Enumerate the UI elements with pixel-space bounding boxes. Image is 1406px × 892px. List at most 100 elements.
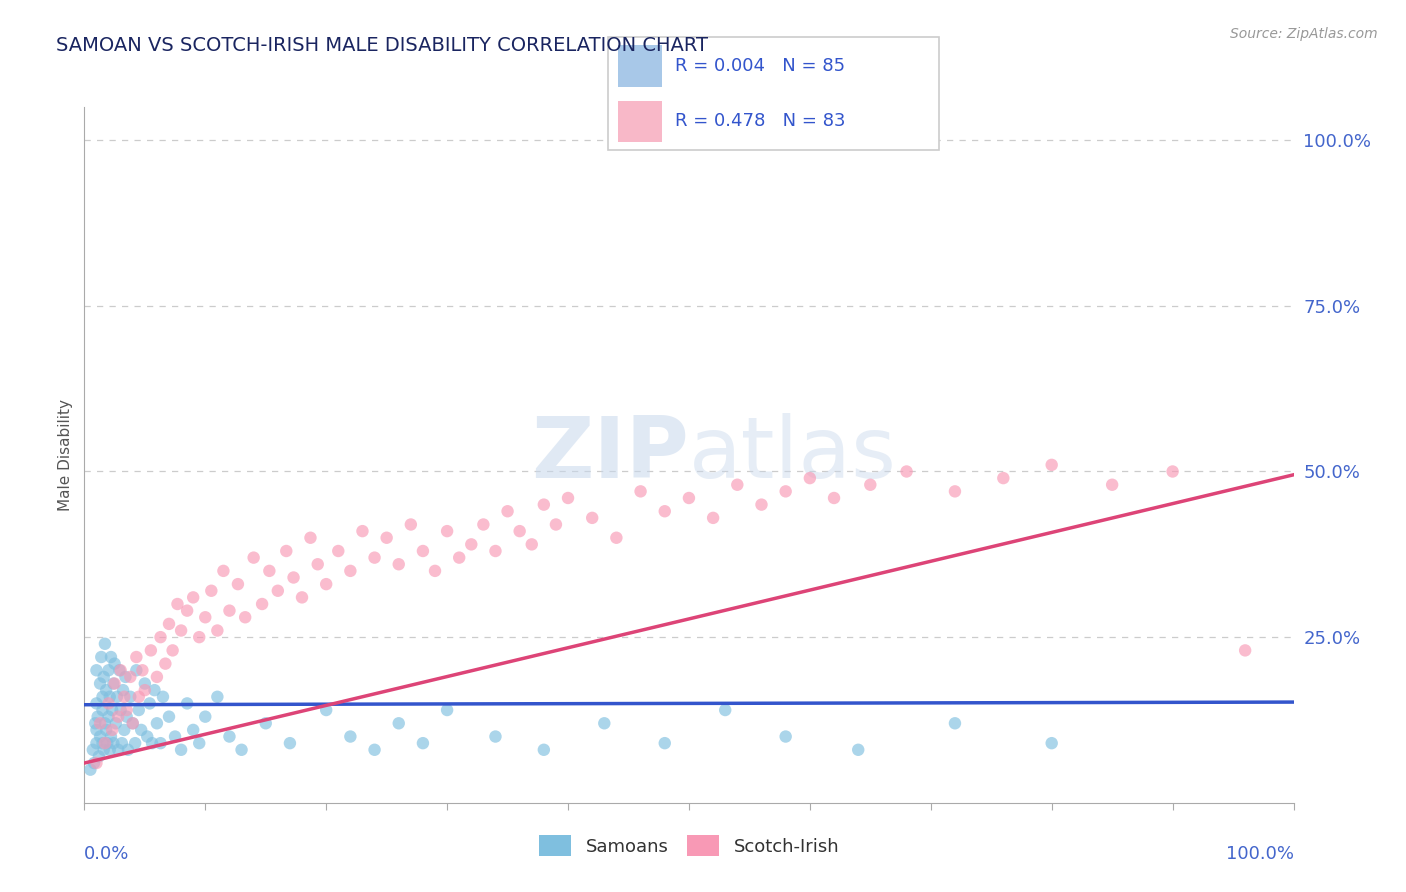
Point: [328, 544, 350, 558]
Point: [108, 663, 131, 677]
Point: [231, 743, 253, 757]
Point: [725, 477, 748, 491]
Point: [267, 583, 290, 598]
Point: [212, 564, 235, 578]
Point: [315, 577, 337, 591]
Point: [91, 703, 114, 717]
Point: [101, 703, 124, 717]
Point: [1040, 736, 1063, 750]
Point: [1101, 477, 1123, 491]
Point: [170, 743, 193, 757]
Point: [751, 498, 773, 512]
Point: [94, 683, 117, 698]
Text: 100.0%: 100.0%: [1226, 845, 1294, 863]
Point: [181, 723, 204, 737]
Point: [654, 504, 676, 518]
Point: [242, 550, 264, 565]
Point: [104, 716, 127, 731]
Point: [96, 736, 118, 750]
Point: [412, 544, 434, 558]
Point: [557, 491, 579, 505]
Point: [89, 730, 111, 744]
Point: [943, 484, 966, 499]
Point: [509, 524, 531, 538]
Point: [87, 749, 110, 764]
Point: [460, 537, 482, 551]
Point: [1040, 458, 1063, 472]
Point: [115, 709, 138, 723]
Point: [678, 491, 700, 505]
Point: [299, 531, 322, 545]
Point: [100, 730, 122, 744]
Point: [121, 716, 143, 731]
Point: [94, 637, 117, 651]
Point: [107, 743, 129, 757]
Point: [714, 703, 737, 717]
Point: [117, 743, 139, 757]
Point: [120, 670, 142, 684]
Point: [581, 511, 603, 525]
Point: [259, 564, 281, 578]
Point: [120, 690, 142, 704]
Point: [291, 591, 314, 605]
Point: [775, 484, 797, 499]
Point: [1161, 465, 1184, 479]
FancyBboxPatch shape: [607, 37, 939, 151]
Point: [388, 558, 411, 572]
Point: [375, 531, 398, 545]
Point: [436, 703, 458, 717]
Point: [388, 716, 411, 731]
Point: [993, 471, 1015, 485]
Point: [846, 743, 869, 757]
Point: [100, 650, 122, 665]
Point: [104, 676, 127, 690]
Point: [112, 690, 135, 704]
Point: [593, 716, 616, 731]
Point: [129, 723, 152, 737]
Point: [194, 610, 217, 624]
Point: [110, 703, 132, 717]
Point: [128, 690, 150, 704]
Point: [315, 703, 337, 717]
Point: [124, 736, 146, 750]
Text: atlas: atlas: [689, 413, 897, 497]
Point: [97, 663, 120, 677]
Point: [200, 583, 222, 598]
Point: [136, 730, 159, 744]
Point: [111, 736, 134, 750]
Point: [181, 591, 204, 605]
Point: [86, 723, 108, 737]
Point: [278, 736, 301, 750]
Point: [188, 736, 211, 750]
Point: [83, 756, 105, 770]
Text: ZIP: ZIP: [531, 413, 689, 497]
Point: [112, 723, 135, 737]
Point: [533, 498, 555, 512]
Point: [98, 743, 121, 757]
Point: [449, 550, 471, 565]
Point: [943, 716, 966, 731]
Point: [104, 657, 127, 671]
Point: [146, 716, 169, 731]
Point: [896, 465, 918, 479]
Point: [702, 511, 724, 525]
Point: [86, 736, 108, 750]
Point: [91, 736, 114, 750]
Point: [97, 697, 120, 711]
Point: [105, 690, 128, 704]
Point: [94, 716, 117, 731]
Point: [630, 484, 652, 499]
Point: [146, 670, 169, 684]
Point: [233, 610, 256, 624]
Point: [86, 756, 108, 770]
Point: [170, 624, 193, 638]
Point: [86, 709, 108, 723]
Point: [157, 709, 180, 723]
Point: [155, 657, 177, 671]
Point: [141, 736, 163, 750]
Point: [176, 697, 198, 711]
Point: [339, 730, 361, 744]
Point: [399, 517, 422, 532]
Point: [86, 697, 108, 711]
Point: [533, 743, 555, 757]
